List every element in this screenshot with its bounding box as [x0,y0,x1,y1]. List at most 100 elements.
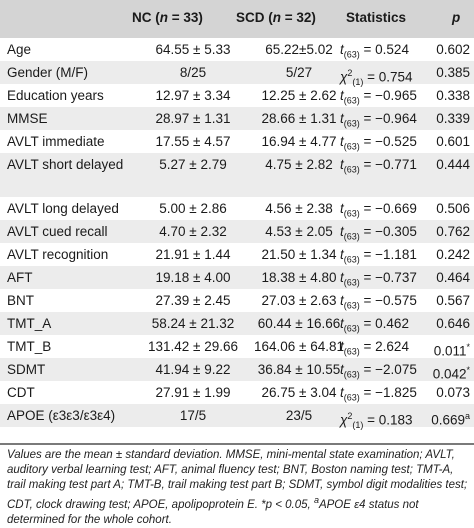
table-row: Gender (M/F) 8/25 5/27 χ2(1) = 0.754 0.385 [0,61,474,87]
row-statistic: t(63) = −0.305 [340,224,417,242]
row-scd-value: 5/27 [285,65,313,80]
row-variable: BNT [7,293,34,308]
table-row: CDT 27.91 ± 1.99 26.75 ± 3.04 t(63) = −1.82… [0,381,474,404]
row-p-value: 0.073 [436,385,470,400]
row-nc-value: 64.55 ± 5.33 [155,42,231,57]
table-row: APOE (ε3ε3/ε3ε4) 17/5 23/5 χ2(1) = 0.183 0.6… [0,404,474,430]
row-nc-value: 4.70 ± 2.32 [159,224,227,239]
row-nc-value: 27.39 ± 2.45 [155,293,231,308]
row-variable: TMT_A [7,316,52,331]
row-statistic: t(63) = −0.965 [340,88,417,106]
row-scd-value: 23/5 [285,408,313,423]
row-nc-value: 5.00 ± 2.86 [159,201,227,216]
row-variable: CDT [7,385,35,400]
row-nc-value: 17/5 [179,408,207,423]
row-variable: AVLT short delayed [7,157,124,172]
row-variable: AVLT immediate [7,134,105,149]
header-scd: SCD (n = 32) [236,10,316,25]
row-statistic: t(63) = −1.181 [340,247,417,265]
row-scd-value: 60.44 ± 16.66 [257,316,341,331]
table-header: NC (n = 33) SCD (n = 32) Statistics p [0,0,474,38]
table-footnote: Values are the mean ± standard deviation… [7,449,468,526]
row-p-value: 0.242 [436,247,470,262]
row-p-value: 0.567 [436,293,470,308]
row-variable: MMSE [7,111,48,126]
row-variable: Age [7,42,32,57]
row-p-value: 0.338 [436,88,470,103]
row-nc-value: 5.27 ± 2.79 [159,157,227,172]
table-row: BNT 27.39 ± 2.45 27.03 ± 2.63 t(63) = −0.57… [0,289,474,312]
row-p-value: 0.602 [436,42,470,57]
header-p: p [452,10,461,25]
header-nc: NC (n = 33) [132,10,203,25]
row-variable: Education years [7,88,104,103]
row-nc-value: 17.55 ± 4.57 [155,134,231,149]
table-row: SDMT 41.94 ± 9.22 36.84 ± 10.55 t(63) = −2.… [0,358,474,382]
row-variable: AVLT cued recall [7,224,108,239]
table-row: AVLT cued recall 4.70 ± 2.32 4.53 ± 2.05 t(… [0,220,474,243]
row-statistic: t(63) = −1.825 [340,385,417,403]
row-p-value: 0.646 [436,316,470,331]
row-variable: APOE (ε3ε3/ε3ε4) [7,408,116,423]
table-row: AFT 19.18 ± 4.00 18.38 ± 4.80 t(63) = −0.73… [0,266,474,289]
row-statistic: t(63) = 0.524 [340,42,409,60]
row-scd-value: 16.94 ± 4.77 [261,134,337,149]
row-scd-value: 12.25 ± 2.62 [261,88,337,103]
row-statistic: t(63) = −0.737 [340,270,417,288]
row-p-value: 0.042* [432,365,470,382]
row-scd-value: 28.66 ± 1.31 [261,111,337,126]
row-p-value: 0.464 [436,270,470,285]
row-variable: AVLT recognition [7,247,109,262]
row-scd-value: 21.50 ± 1.34 [261,247,337,262]
row-statistic: t(63) = −2.075 [340,362,417,380]
table-row: TMT_B 131.42 ± 29.66 164.06 ± 64.81 t(63) =… [0,335,474,359]
row-scd-value: 26.75 ± 3.04 [261,385,337,400]
row-statistic: χ2(1) = 0.183 [340,411,413,431]
table-row: AVLT short delayed 5.27 ± 2.79 4.75 ± 2.82… [0,153,474,197]
row-nc-value: 21.91 ± 1.44 [155,247,231,262]
row-statistic: t(63) = −0.771 [340,157,417,175]
row-scd-value: 4.56 ± 2.38 [265,201,333,216]
table-row: AVLT immediate 17.55 ± 4.57 16.94 ± 4.77 t(… [0,130,474,153]
row-statistic: t(63) = −0.525 [340,134,417,152]
header-statistics: Statistics [346,10,407,25]
table-row: AVLT recognition 21.91 ± 1.44 21.50 ± 1.34… [0,243,474,266]
row-p-value: 0.669a [431,411,470,428]
row-p-value: 0.506 [436,201,470,216]
row-scd-value: 36.84 ± 10.55 [257,362,341,377]
row-nc-value: 8/25 [179,65,207,80]
row-variable: AFT [7,270,33,285]
row-variable: TMT_B [7,339,52,354]
row-nc-value: 41.94 ± 9.22 [155,362,231,377]
row-scd-value: 18.38 ± 4.80 [261,270,337,285]
row-nc-value: 12.97 ± 3.34 [155,88,231,103]
row-scd-value: 164.06 ± 64.81 [254,339,344,354]
table-bottom-rule [0,443,474,445]
table-row: TMT_A 58.24 ± 21.32 60.44 ± 16.66 t(63) = 0… [0,312,474,335]
row-variable: SDMT [7,362,46,377]
row-scd-value: 4.75 ± 2.82 [265,157,333,172]
table-row: MMSE 28.97 ± 1.31 28.66 ± 1.31 t(63) = −0.9… [0,107,474,130]
row-p-value: 0.339 [436,111,470,126]
row-p-value: 0.011* [433,342,470,359]
row-p-value: 0.762 [436,224,470,239]
table-row: Age 64.55 ± 5.33 65.22±5.02 t(63) = 0.524 0.… [0,38,474,61]
row-statistic: t(63) = −0.669 [340,201,417,219]
row-variable: AVLT long delayed [7,201,119,216]
row-statistic: χ2(1) = 0.754 [340,68,413,88]
row-scd-value: 27.03 ± 2.63 [261,293,337,308]
table-row: Education years 12.97 ± 3.34 12.25 ± 2.62 t… [0,84,474,107]
row-nc-value: 27.91 ± 1.99 [155,385,231,400]
row-statistic: t(63) = −0.575 [340,293,417,311]
row-p-value: 0.444 [436,157,470,172]
row-statistic: t(63) = 0.462 [340,316,409,334]
row-p-value: 0.601 [436,134,470,149]
row-nc-value: 131.42 ± 29.66 [148,339,238,354]
row-nc-value: 58.24 ± 21.32 [151,316,235,331]
row-statistic: t(63) = −0.964 [340,111,417,129]
row-variable: Gender (M/F) [7,65,89,80]
row-scd-value: 65.22±5.02 [265,42,333,57]
row-p-value: 0.385 [436,65,470,80]
row-scd-value: 4.53 ± 2.05 [265,224,333,239]
